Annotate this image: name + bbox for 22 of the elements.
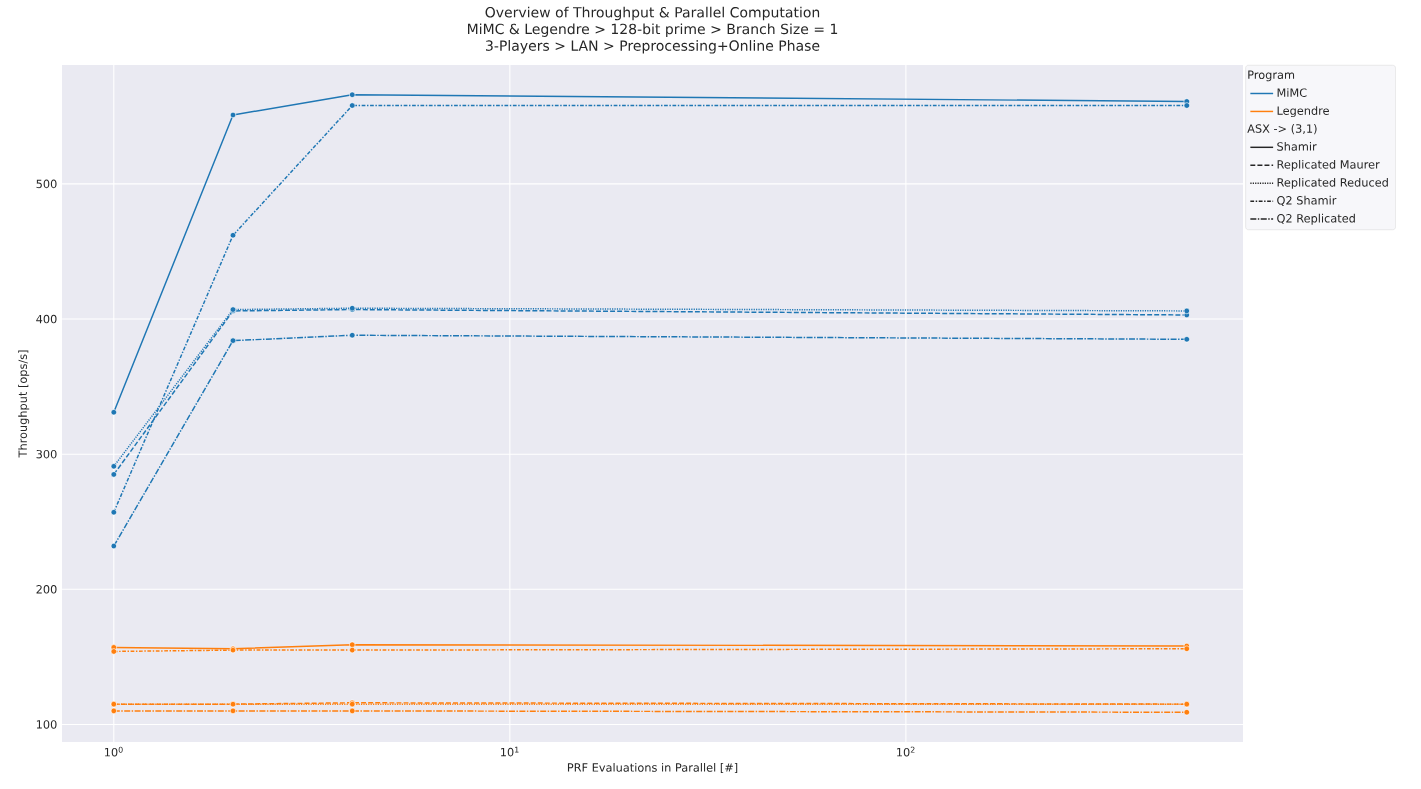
text: Q2 Replicated xyxy=(1277,213,1355,225)
legend-label: Legendre xyxy=(1277,106,1329,118)
x-tick-label: 10$^{0}$ xyxy=(104,746,123,757)
chart-subtitle: MiMC & Legendre > 128-bit prime > Branch Size = 1 xyxy=(468,23,838,37)
text: 3-Players > LAN > Preprocessing+Online Phase xyxy=(486,40,820,54)
chart-title: Overview of Throughput & Parallel Computation xyxy=(485,6,820,21)
y-tick-label: 300 xyxy=(36,449,57,459)
legend-label: MiMC xyxy=(1277,88,1307,97)
y-tick-label: 200 xyxy=(36,585,57,594)
x-tick-label: 10$^{2}$ xyxy=(897,746,915,757)
text: Shamir xyxy=(1277,142,1317,151)
x-tick-label: 10$^{1}$ xyxy=(501,746,519,757)
y-tick-label: 400 xyxy=(36,314,57,324)
y-tick-label: 100 xyxy=(36,720,57,729)
y-axis-title: Throughput [ops/s] xyxy=(18,350,30,458)
text: Replicated Reduced xyxy=(1277,177,1388,189)
text: Replicated Maurer xyxy=(1277,159,1380,171)
legend-title: Program xyxy=(1248,70,1295,82)
text: Q2 Shamir xyxy=(1277,195,1337,206)
y-tick-label: 500 xyxy=(36,179,57,189)
x-axis-title: PRF Evaluations in Parallel [#] xyxy=(567,762,738,774)
text: ASX -> (3,1) xyxy=(1247,124,1317,135)
